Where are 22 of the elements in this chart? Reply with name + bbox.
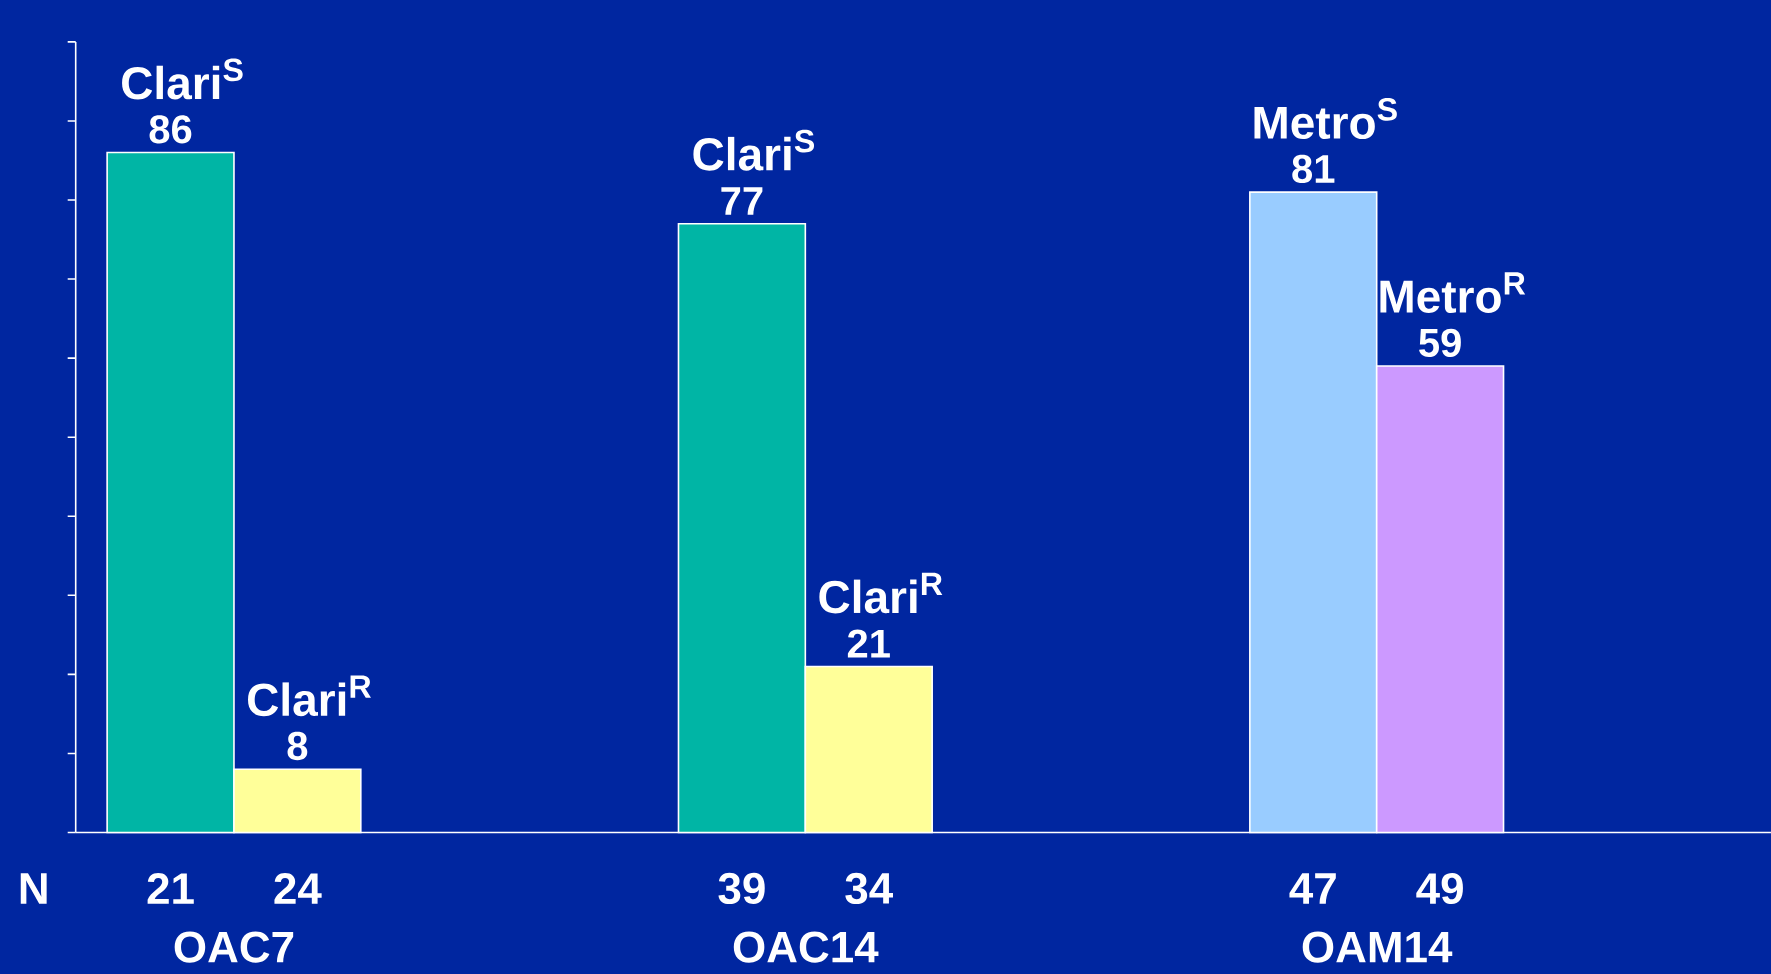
- text: 24: [274, 873, 322, 904]
- text: Clari$^{S}$: [693, 129, 815, 171]
- text: 34: [845, 872, 893, 905]
- data-label: 81: [1292, 154, 1335, 184]
- x-tick-label: OAM14: [1302, 931, 1453, 963]
- data-label: 86: [149, 115, 192, 144]
- data-label: 59: [1419, 328, 1461, 357]
- text: Clari$^{R}$: [819, 572, 943, 614]
- series-label: Metro$^{R}$: [1380, 272, 1526, 313]
- text: 49: [1416, 872, 1463, 905]
- text: 21: [147, 873, 194, 904]
- text: 47: [1289, 873, 1336, 904]
- text: N: [20, 873, 47, 904]
- series-label: Metro$^{S}$: [1254, 98, 1397, 140]
- x-tick-label: OAC7: [174, 931, 294, 963]
- data-label: 77: [721, 187, 763, 215]
- series-label: Clari$^{R}$: [248, 675, 372, 717]
- data-label: 21: [847, 629, 890, 658]
- series-label: Clari$^{S}$: [122, 58, 243, 100]
- x-tick-label: OAC14: [733, 931, 879, 963]
- data-label: 8: [287, 731, 308, 761]
- text: 39: [718, 872, 765, 905]
